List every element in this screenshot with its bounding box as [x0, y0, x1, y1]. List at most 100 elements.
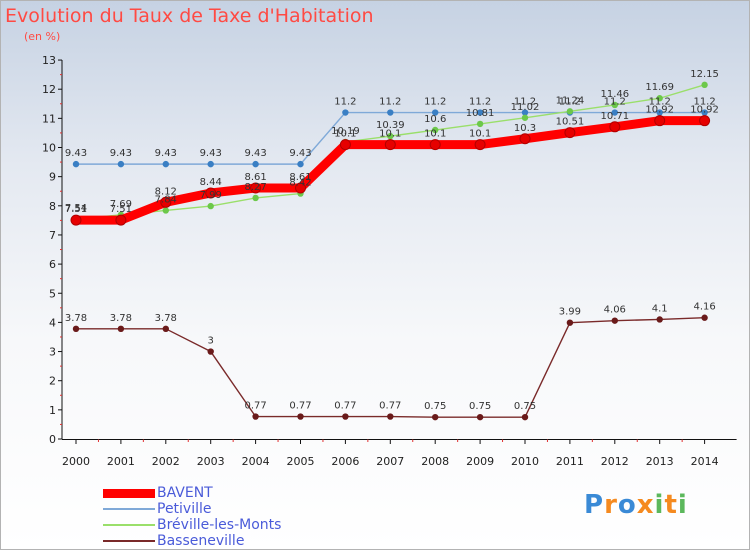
y-tick-label: 4 — [49, 316, 56, 329]
legend-item-bavent: BAVENT — [103, 485, 281, 501]
data-point-petiville — [297, 160, 304, 168]
data-point-br-ville-les-monts — [701, 81, 708, 89]
data-point-petiville — [701, 109, 708, 116]
y-tick-label: 12 — [42, 83, 56, 96]
legend-swatch — [103, 488, 155, 498]
data-point-br-ville-les-monts — [162, 207, 169, 214]
data-label-br-ville-les-monts: 11.02 — [511, 102, 540, 113]
data-point-basseneville — [432, 413, 439, 421]
data-point-bavent — [384, 139, 396, 151]
data-point-basseneville — [476, 413, 484, 421]
data-point-basseneville — [611, 317, 618, 324]
data-label-basseneville: 3.78 — [110, 313, 132, 324]
y-tick-label: 5 — [49, 287, 56, 300]
data-point-basseneville — [297, 413, 304, 420]
data-point-bavent — [609, 121, 621, 133]
data-label-basseneville: 0.77 — [289, 401, 311, 412]
data-label-petiville: 11.2 — [649, 97, 671, 108]
logo-letter: i — [677, 490, 688, 520]
x-tick-label: 2014 — [691, 455, 719, 468]
legend-label: BAVENT — [157, 485, 213, 501]
data-point-bavent — [160, 196, 172, 208]
data-point-petiville — [72, 160, 80, 168]
data-label-br-ville-les-monts: 10.39 — [376, 120, 405, 131]
data-point-basseneville — [566, 319, 574, 326]
data-label-bavent: 8.44 — [200, 177, 222, 188]
data-label-petiville: 11.2 — [469, 97, 491, 108]
legend-swatch — [103, 540, 155, 542]
data-label-basseneville: 4.1 — [652, 303, 668, 314]
logo-letter: x — [636, 490, 655, 520]
x-tick-label: 2000 — [62, 455, 90, 468]
x-tick-label: 2011 — [556, 455, 584, 468]
data-label-br-ville-les-monts: 12.15 — [690, 69, 719, 80]
logo-letter: t — [664, 490, 678, 520]
data-label-br-ville-les-monts: 8.42 — [289, 178, 311, 189]
data-label-bavent: 10.1 — [379, 129, 401, 140]
data-label-bavent: 10.92 — [690, 105, 719, 116]
data-point-bavent — [429, 139, 441, 151]
data-point-br-ville-les-monts — [656, 95, 663, 102]
data-point-basseneville — [117, 325, 125, 333]
data-label-bavent: 7.51 — [110, 204, 132, 215]
y-tick-label: 11 — [42, 112, 56, 125]
data-label-bavent: 10.92 — [645, 105, 674, 116]
data-point-basseneville — [521, 413, 529, 421]
data-point-bavent — [339, 139, 351, 151]
y-tick-label: 13 — [42, 54, 56, 67]
data-label-basseneville: 0.75 — [514, 401, 536, 412]
x-tick-label: 2010 — [511, 455, 539, 468]
legend-label: Basseneville — [157, 533, 245, 549]
data-label-petiville: 11.2 — [559, 97, 581, 108]
x-tick-label: 2001 — [107, 455, 135, 468]
data-point-petiville — [611, 109, 618, 116]
logo-letter: i — [654, 490, 665, 520]
data-label-br-ville-les-monts: 7.84 — [155, 194, 177, 205]
data-point-petiville — [521, 109, 529, 116]
data-label-bavent: 10.3 — [514, 123, 536, 134]
data-point-br-ville-les-monts — [521, 114, 529, 121]
data-label-basseneville: 0.75 — [469, 401, 491, 412]
data-label-bavent: 10.1 — [334, 129, 356, 140]
y-tick-label: 7 — [49, 229, 56, 242]
data-label-br-ville-les-monts: 11.24 — [556, 95, 585, 106]
data-label-basseneville: 3.78 — [65, 313, 87, 324]
data-point-petiville — [476, 109, 484, 116]
y-tick-label: 1 — [49, 404, 56, 417]
logo-letter: r — [604, 490, 618, 520]
data-label-basseneville: 0.77 — [244, 401, 266, 412]
data-label-petiville: 9.43 — [200, 148, 222, 159]
data-point-br-ville-les-monts — [566, 108, 574, 115]
data-point-basseneville — [656, 316, 663, 323]
data-point-basseneville — [387, 413, 394, 420]
x-tick-label: 2002 — [152, 455, 180, 468]
legend-swatch — [103, 508, 155, 510]
x-tick-label: 2009 — [466, 455, 494, 468]
data-label-petiville: 11.2 — [379, 97, 401, 108]
data-label-br-ville-les-monts: 7.54 — [65, 203, 87, 214]
data-point-petiville — [432, 109, 439, 116]
data-point-basseneville — [207, 348, 214, 355]
data-point-bavent — [115, 214, 127, 226]
y-tick-label: 3 — [49, 346, 56, 359]
y-tick-label: 6 — [49, 258, 56, 271]
data-point-petiville — [162, 160, 169, 168]
data-label-br-ville-les-monts: 10.81 — [466, 108, 495, 119]
data-label-br-ville-les-monts: 7.99 — [200, 190, 222, 201]
legend-item-petiville: Petiville — [103, 501, 281, 517]
chart-subtitle: (en %) — [24, 30, 61, 43]
data-point-br-ville-les-monts — [611, 101, 618, 109]
data-point-bavent — [564, 127, 576, 139]
data-point-br-ville-les-monts — [476, 120, 484, 128]
y-tick-label: 10 — [42, 142, 56, 155]
data-label-br-ville-les-monts: 8.27 — [244, 182, 266, 193]
legend-item-basseneville: Basseneville — [103, 533, 281, 549]
data-label-bavent: 10.1 — [469, 129, 491, 140]
data-point-bavent — [699, 115, 711, 127]
data-label-basseneville: 4.16 — [693, 302, 715, 313]
data-point-basseneville — [162, 325, 169, 333]
data-label-bavent: 8.61 — [244, 172, 266, 183]
